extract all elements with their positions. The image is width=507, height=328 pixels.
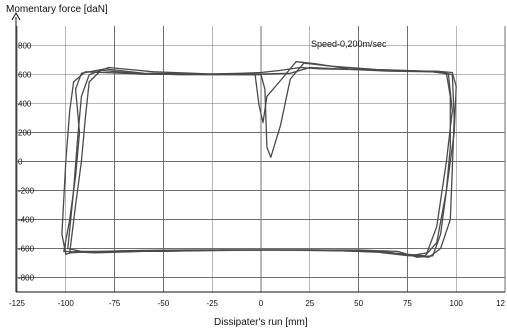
tick-layer: -125 -100 -75 -50 -25 0 25 50 75 100 12 800 600 400 20…	[9, 11, 506, 308]
y-tick-label-5: -200	[18, 187, 35, 196]
x-tick-label-9: 100	[450, 299, 464, 308]
x-tick-label-1: -100	[58, 299, 75, 308]
x-tick-label-3: -50	[158, 299, 170, 308]
y-tick-label-6: -400	[18, 216, 35, 225]
x-tick-label-5: 0	[259, 299, 264, 308]
x-tick-label-8: 75	[403, 299, 412, 308]
x-tick-label-7: 50	[354, 299, 363, 308]
x-tick-label-6: 25	[305, 299, 314, 308]
y-axis-arrow-icon	[11, 11, 21, 21]
x-axis-label: Dissipater's run [mm]	[214, 317, 308, 328]
y-tick-label-3: 200	[18, 129, 32, 138]
x-tick-label-10: 12	[496, 299, 505, 308]
x-tick-label-2: -75	[109, 299, 121, 308]
x-tick-label-0: -125	[9, 299, 26, 308]
y-tick-label-1: 600	[18, 71, 32, 80]
y-tick-label-2: 400	[18, 100, 32, 109]
series-layer	[61, 61, 457, 258]
force-series-line-3	[67, 66, 453, 257]
y-tick-label-7: -600	[18, 245, 35, 254]
y-tick-label-4: 0	[18, 158, 23, 167]
speed-annotation: Speed-0,200m/sec	[311, 39, 387, 49]
y-tick-label-0: 800	[18, 42, 32, 51]
x-tick-label-4: -25	[206, 299, 218, 308]
y-tick-label-8: -800	[18, 274, 35, 283]
y-axis-label: Momentary force [daN]	[6, 4, 108, 15]
